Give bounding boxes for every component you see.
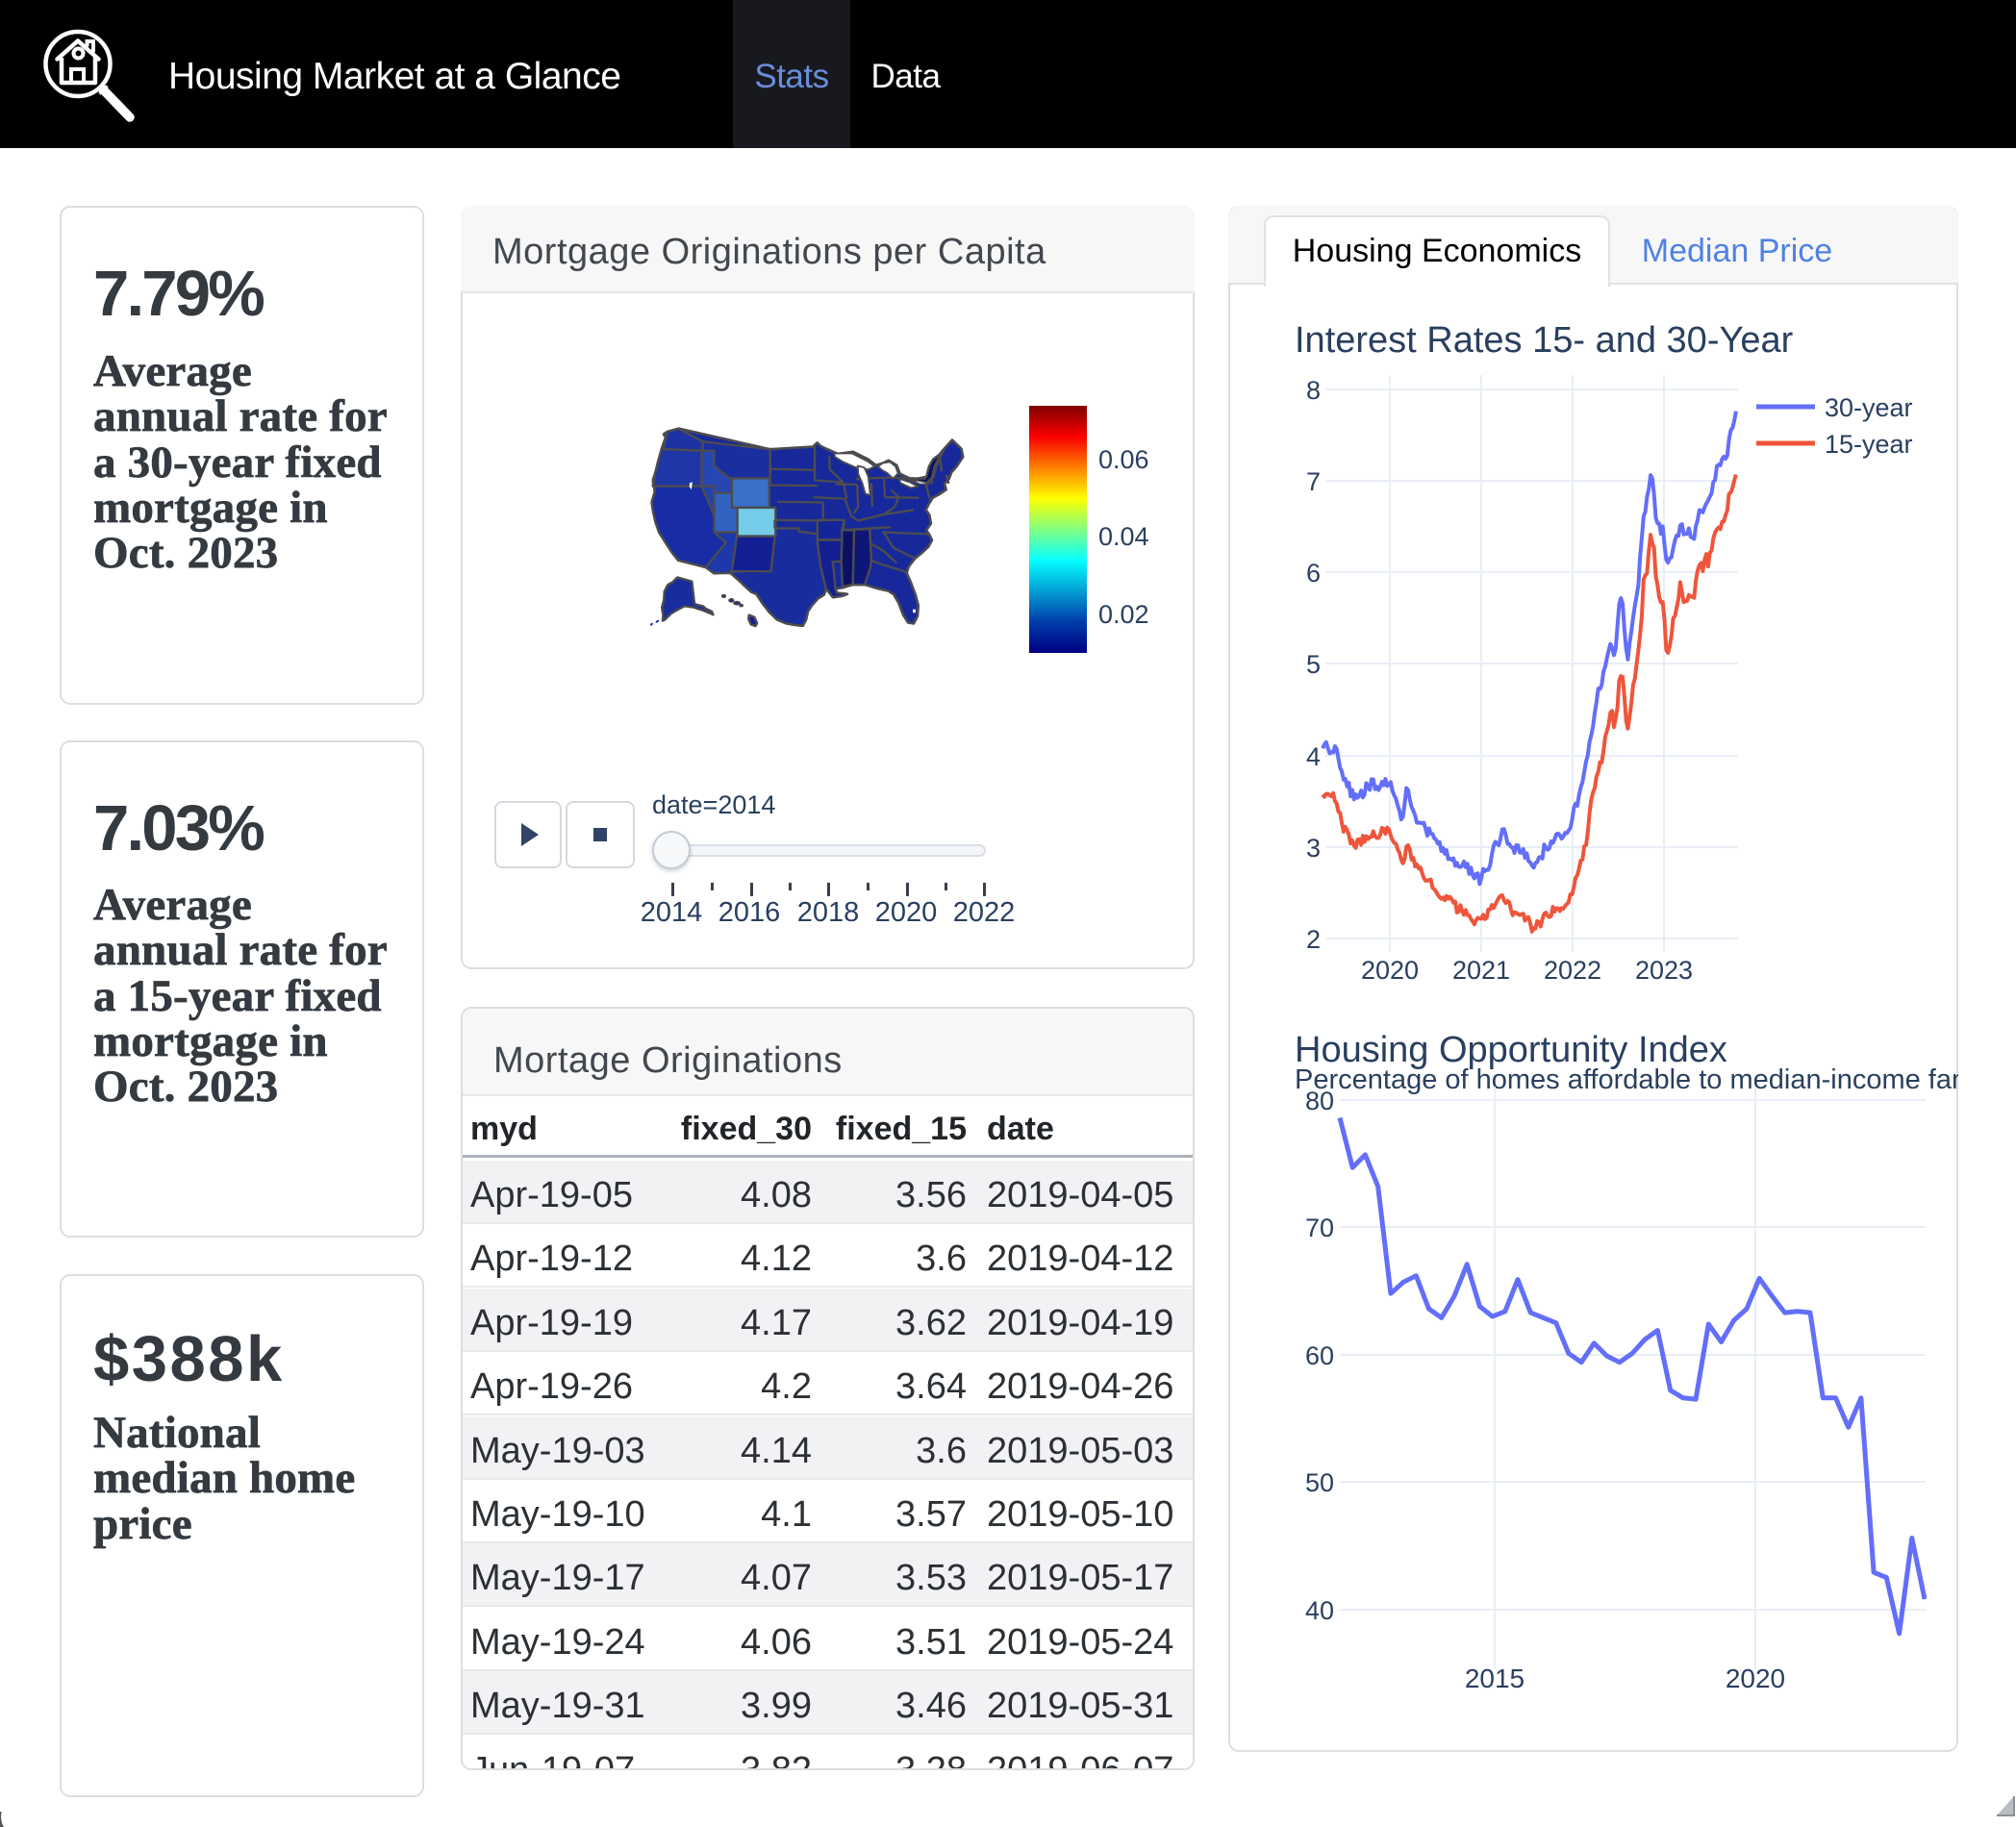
svg-text:50: 50 — [1305, 1468, 1334, 1497]
svg-text:2020: 2020 — [1726, 1664, 1785, 1693]
svg-text:Interest Rates 15- and 30-Year: Interest Rates 15- and 30-Year — [1295, 320, 1794, 361]
svg-text:15-year: 15-year — [1825, 430, 1913, 459]
svg-text:2: 2 — [1306, 925, 1321, 954]
svg-text:Housing Opportunity Index: Housing Opportunity Index — [1295, 1030, 1727, 1070]
svg-text:5: 5 — [1306, 650, 1321, 679]
svg-text:4: 4 — [1306, 742, 1321, 771]
svg-text:2021: 2021 — [1452, 956, 1510, 985]
svg-text:70: 70 — [1305, 1214, 1334, 1242]
svg-text:60: 60 — [1305, 1341, 1334, 1370]
svg-text:2020: 2020 — [1361, 956, 1419, 985]
svg-text:80: 80 — [1305, 1087, 1334, 1115]
svg-text:8: 8 — [1306, 376, 1321, 405]
svg-text:Percentage of homes affordable: Percentage of homes affordable to median… — [1295, 1064, 1958, 1095]
svg-text:7: 7 — [1306, 467, 1321, 496]
svg-text:3: 3 — [1306, 834, 1321, 863]
svg-text:6: 6 — [1306, 559, 1321, 588]
svg-text:40: 40 — [1305, 1596, 1334, 1625]
svg-text:30-year: 30-year — [1825, 393, 1913, 422]
svg-text:2023: 2023 — [1635, 956, 1693, 985]
svg-text:2022: 2022 — [1544, 956, 1601, 985]
svg-text:2015: 2015 — [1465, 1664, 1525, 1693]
